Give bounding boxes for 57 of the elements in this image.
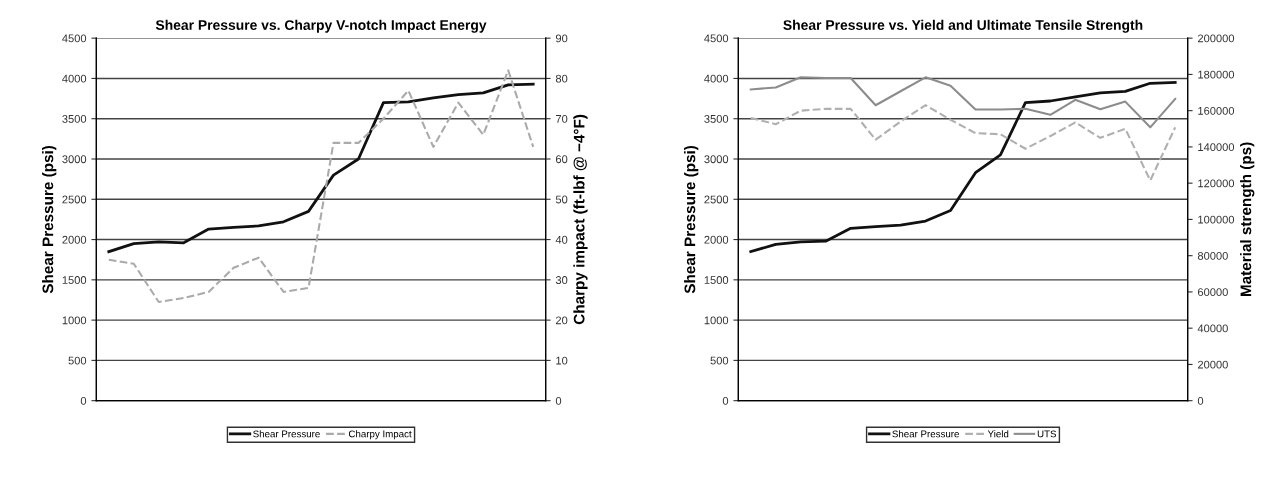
y-tick-label: 0 — [722, 396, 729, 405]
y-tick-label: 2500 — [62, 195, 87, 204]
y2-tick-label: 70 — [555, 114, 568, 123]
y2-tick-label: 160000 — [1198, 106, 1235, 115]
legend-label: Yield — [987, 430, 1009, 438]
y-tick-label: 4000 — [62, 74, 87, 83]
legend-label: Shear Pressure — [892, 430, 959, 438]
y-tick-label: 3000 — [62, 155, 87, 164]
y-tick-label: 1000 — [704, 316, 729, 325]
y2-tick-label: 120000 — [1198, 179, 1235, 188]
y-tick-label: 4500 — [704, 34, 729, 43]
line-series — [749, 81, 1177, 254]
y2-tick-label: 20 — [555, 316, 568, 325]
y2-tick-label: 20000 — [1197, 360, 1228, 369]
y-tick-label: 1500 — [62, 276, 87, 284]
y-axis-title: Shear Pressure (psi) — [42, 145, 57, 294]
chart-title: Shear Pressure vs. Charpy V-notch Impact Energy — [155, 19, 487, 33]
y-tick-label: 3000 — [704, 155, 729, 164]
line-series — [749, 76, 1177, 129]
y2-tick-label: 60 — [555, 155, 568, 164]
y2-tick-label: 80 — [555, 74, 568, 83]
y2-tick-label: 0 — [1197, 396, 1204, 405]
y2-tick-label: 30 — [555, 276, 568, 284]
y2-tick-label: 40 — [555, 235, 568, 244]
y2-tick-label: 100000 — [1198, 215, 1235, 224]
y-tick-label: 500 — [710, 356, 729, 365]
y-tick-label: 4500 — [62, 34, 87, 43]
y2-tick-label: 0 — [555, 396, 562, 405]
y2-tick-label: 50 — [555, 195, 568, 204]
line-series — [107, 82, 535, 254]
legend-label: UTS — [1037, 430, 1057, 438]
y-tick-label: 2500 — [704, 195, 729, 204]
y2-tick-label: 40000 — [1197, 324, 1228, 333]
y2-axis-title: Material strength (ps) — [1240, 142, 1255, 297]
legend-label: Charpy Impact — [348, 430, 412, 440]
line-series — [107, 69, 535, 304]
y-tick-label: 500 — [68, 356, 87, 365]
y2-tick-label: 60000 — [1197, 288, 1228, 297]
y2-tick-label: 90 — [555, 34, 568, 43]
y2-tick-label: 200000 — [1197, 34, 1235, 43]
y-tick-label: 1000 — [62, 316, 87, 325]
y-tick-label: 1500 — [704, 276, 729, 284]
y2-tick-label: 10 — [556, 356, 568, 365]
y-tick-label: 0 — [80, 396, 87, 405]
y2-tick-label: 180000 — [1198, 70, 1235, 79]
line-series — [749, 104, 1177, 182]
y-tick-label: 2000 — [704, 235, 729, 244]
y2-axis-title: Charpy impact (ft-lbf @ −4°F) — [573, 114, 588, 325]
legend-label: Shear Pressure — [253, 430, 320, 438]
y-tick-label: 3500 — [704, 114, 729, 123]
chart-title: Shear Pressure vs. Yield and Ultimate Tensile Strength — [783, 19, 1143, 33]
y-axis-title: Shear Pressure (psi) — [684, 145, 699, 294]
y-tick-label: 2000 — [62, 235, 87, 244]
y2-tick-label: 140000 — [1198, 143, 1235, 152]
y-tick-label: 3500 — [62, 114, 87, 123]
y2-tick-label: 80000 — [1197, 251, 1228, 260]
y-tick-label: 4000 — [704, 74, 729, 83]
